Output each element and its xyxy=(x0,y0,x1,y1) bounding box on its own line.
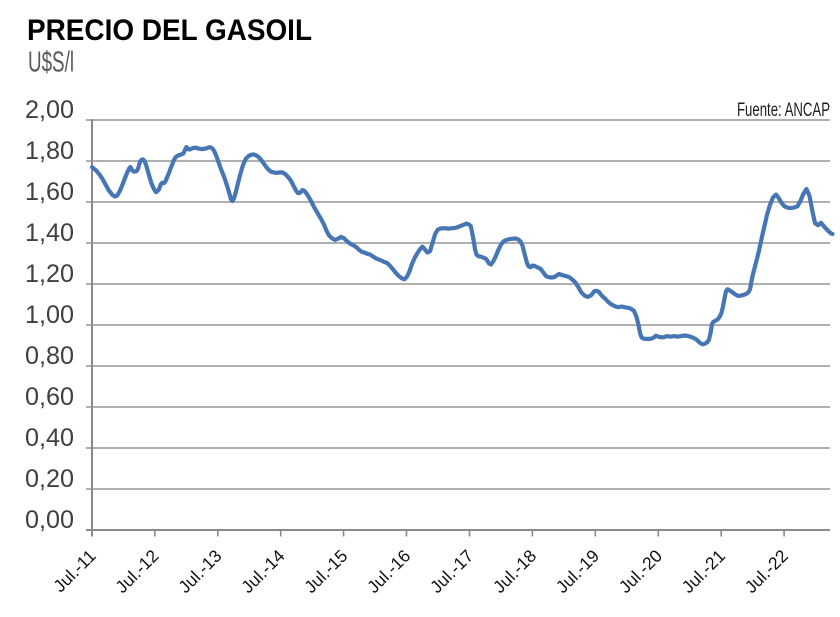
svg-text:1,60: 1,60 xyxy=(25,178,74,206)
svg-text:PRECIO DEL GASOIL: PRECIO DEL GASOIL xyxy=(27,14,312,47)
svg-text:1,80: 1,80 xyxy=(25,137,74,165)
svg-text:0,60: 0,60 xyxy=(25,383,74,411)
svg-text:Fuente: ANCAP: Fuente: ANCAP xyxy=(737,100,830,121)
svg-text:0,40: 0,40 xyxy=(25,424,74,452)
svg-text:U$S/l: U$S/l xyxy=(28,47,74,79)
svg-text:0,80: 0,80 xyxy=(25,342,74,370)
svg-text:0,00: 0,00 xyxy=(25,506,74,534)
svg-text:2,00: 2,00 xyxy=(25,96,74,124)
svg-text:1,00: 1,00 xyxy=(25,301,74,329)
svg-text:0,20: 0,20 xyxy=(25,465,74,493)
svg-text:1,20: 1,20 xyxy=(25,260,74,288)
svg-text:1,40: 1,40 xyxy=(25,219,74,247)
